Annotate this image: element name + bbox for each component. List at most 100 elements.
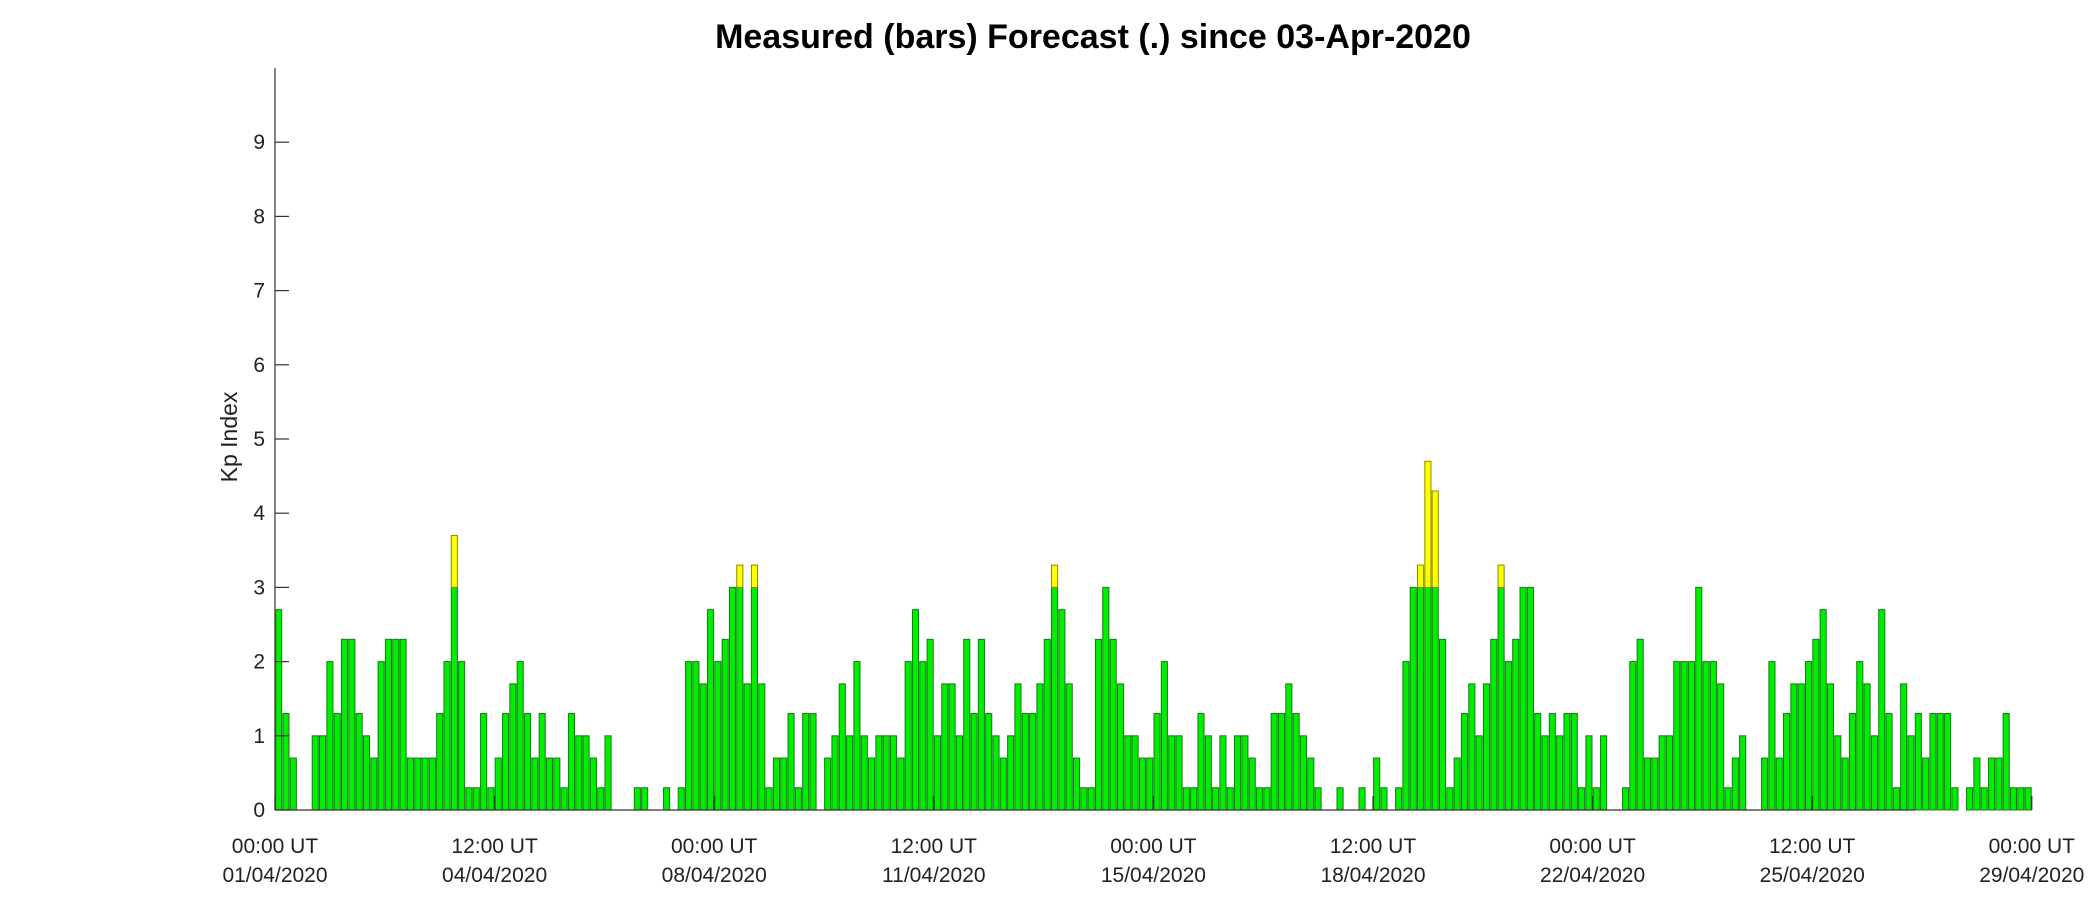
kp-bar bbox=[2009, 787, 2018, 811]
kp-bar bbox=[1556, 735, 1564, 811]
kp-bar-active bbox=[1431, 490, 1439, 588]
kp-bar bbox=[1409, 586, 1417, 811]
kp-bar bbox=[399, 638, 407, 811]
kp-bar bbox=[1731, 757, 1739, 811]
kp-bar bbox=[1270, 713, 1278, 811]
kp-bar bbox=[326, 661, 334, 811]
kp-bar bbox=[1651, 757, 1659, 811]
kp-bar bbox=[1490, 638, 1498, 811]
kp-bar bbox=[1966, 787, 1974, 811]
kp-bar bbox=[860, 735, 868, 811]
kp-bar bbox=[1687, 661, 1695, 811]
kp-bar bbox=[1592, 787, 1600, 811]
kp-bar bbox=[1914, 713, 1922, 811]
x-tick-time-label: 00:00 UT bbox=[1110, 835, 1197, 858]
kp-bar bbox=[992, 735, 1000, 811]
kp-bar bbox=[1468, 683, 1476, 811]
kp-bar bbox=[1841, 757, 1849, 811]
kp-bar bbox=[1790, 683, 1798, 811]
kp-bar bbox=[1160, 661, 1168, 811]
kp-bar bbox=[692, 661, 700, 811]
kp-bar bbox=[1680, 661, 1688, 811]
kp-bar-active bbox=[750, 564, 759, 588]
kp-bar bbox=[275, 609, 283, 811]
kp-bar bbox=[465, 787, 473, 811]
kp-bar bbox=[2002, 713, 2010, 811]
kp-bar bbox=[1094, 638, 1103, 811]
x-tick-date-label: 22/04/2020 bbox=[1540, 864, 1645, 887]
kp-bar bbox=[948, 683, 956, 811]
kp-bar-active bbox=[450, 534, 458, 588]
kp-bar bbox=[1277, 713, 1286, 811]
kp-bar bbox=[450, 586, 458, 811]
kp-bar bbox=[1739, 735, 1747, 811]
x-tick-time-label: 00:00 UT bbox=[671, 835, 758, 858]
kp-bar bbox=[421, 757, 429, 811]
kp-bar bbox=[1526, 586, 1534, 811]
kp-bar bbox=[1724, 787, 1732, 811]
kp-bar bbox=[319, 735, 327, 811]
kp-bar bbox=[699, 683, 707, 811]
x-tick-date-label: 01/04/2020 bbox=[222, 864, 327, 887]
kp-bar bbox=[1548, 713, 1556, 811]
kp-bar bbox=[1512, 638, 1520, 811]
x-tick-date-label: 29/04/2020 bbox=[1979, 864, 2084, 887]
kp-bar bbox=[1255, 787, 1264, 811]
x-tick-time-label: 12:00 UT bbox=[451, 835, 538, 858]
kp-bar bbox=[1292, 713, 1300, 811]
kp-bar bbox=[853, 661, 861, 811]
x-tick-date-label: 08/04/2020 bbox=[662, 864, 767, 887]
kp-bar bbox=[1578, 787, 1586, 811]
kp-bar bbox=[582, 735, 590, 811]
kp-bar bbox=[2017, 787, 2025, 811]
kp-bar bbox=[480, 713, 488, 811]
y-tick-label: 4 bbox=[253, 502, 265, 525]
kp-bar bbox=[1951, 787, 1959, 811]
y-tick-label: 1 bbox=[253, 725, 265, 748]
kp-bar bbox=[597, 787, 605, 811]
kp-bar-active bbox=[1051, 564, 1059, 588]
kp-bar bbox=[436, 713, 444, 811]
y-axis-label: Kp Index bbox=[216, 391, 242, 482]
kp-bar bbox=[1124, 735, 1132, 811]
kp-bar bbox=[384, 638, 393, 811]
kp-bar bbox=[897, 757, 905, 811]
kp-bar bbox=[1175, 735, 1183, 811]
kp-bar bbox=[1892, 787, 1900, 811]
kp-bar bbox=[1812, 638, 1820, 811]
kp-bar bbox=[838, 683, 846, 811]
kp-bar bbox=[1717, 683, 1725, 811]
kp-bar bbox=[604, 735, 612, 811]
kp-bar bbox=[1373, 757, 1381, 811]
kp-bar bbox=[2024, 787, 2032, 811]
kp-bar bbox=[1709, 661, 1717, 811]
kp-bar bbox=[1863, 683, 1871, 811]
kp-bar bbox=[1534, 713, 1542, 811]
kp-bar bbox=[509, 683, 517, 811]
kp-bar bbox=[1358, 787, 1366, 811]
kp-bar-active bbox=[1497, 564, 1505, 588]
x-tick-date-label: 04/04/2020 bbox=[442, 864, 547, 887]
kp-bar bbox=[1563, 713, 1571, 811]
kp-bar bbox=[1446, 787, 1454, 811]
kp-bar bbox=[802, 713, 810, 811]
kp-bar bbox=[794, 787, 802, 811]
bar-series bbox=[275, 460, 2032, 811]
kp-bar bbox=[1585, 735, 1593, 811]
y-axis: 0 1 2 3 4 5 6 7 8 9 bbox=[253, 131, 289, 822]
kp-bar bbox=[728, 586, 737, 811]
kp-bar bbox=[1402, 661, 1410, 811]
x-tick-date-label: 15/04/2020 bbox=[1101, 864, 1206, 887]
kp-bar bbox=[1504, 661, 1512, 811]
kp-bar bbox=[545, 757, 554, 811]
kp-bar bbox=[1804, 661, 1813, 811]
chart-title: Measured (bars) Forecast (.) since 03-Ap… bbox=[715, 18, 1471, 56]
kp-bar bbox=[685, 661, 693, 811]
kp-bar bbox=[889, 735, 898, 811]
kp-bar bbox=[414, 757, 422, 811]
kp-bar bbox=[362, 735, 371, 811]
kp-bar bbox=[1870, 735, 1878, 811]
kp-bar bbox=[1021, 713, 1029, 811]
kp-bar bbox=[531, 757, 539, 811]
kp-bar bbox=[1973, 757, 1981, 811]
